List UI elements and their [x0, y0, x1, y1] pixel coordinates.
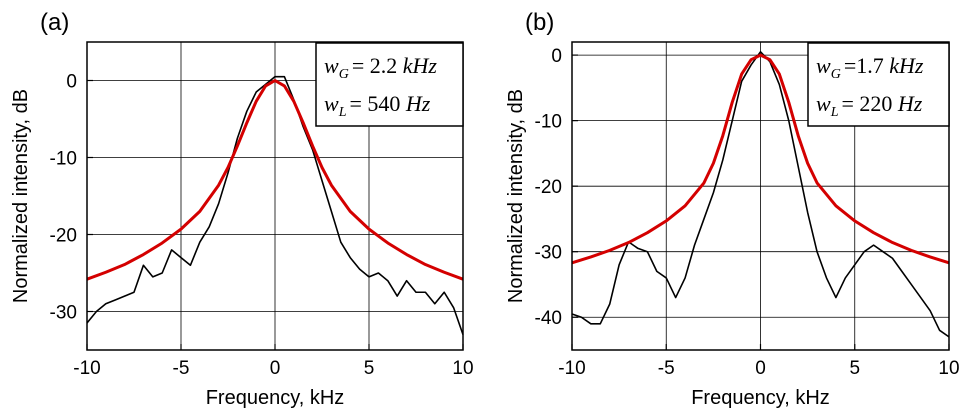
- x-tick-label: -5: [173, 358, 190, 379]
- x-tick-label: 0: [270, 358, 281, 379]
- wl-parameter: wL = 540 Hz: [324, 91, 431, 120]
- x-tick-label: 0: [755, 358, 766, 379]
- y-tick-label: -20: [50, 226, 77, 247]
- x-axis-title: Frequency, kHz: [691, 387, 830, 409]
- y-tick-label: -10: [535, 112, 562, 133]
- x-tick-label: -10: [73, 358, 100, 379]
- x-tick-label: -5: [658, 358, 675, 379]
- wl-parameter: wL = 220 Hz: [816, 91, 923, 120]
- panel-a: -10 -5 0 5 10 0 -10 -20 -30 Frequency, kHz Normali…: [10, 9, 474, 409]
- measured-spectrum-line: [86, 75, 464, 335]
- y-tick-label: 0: [551, 46, 562, 67]
- y-tick-label: -10: [50, 149, 77, 170]
- x-tick-label: 10: [452, 358, 473, 379]
- x-axis-title: Frequency, kHz: [206, 387, 345, 409]
- y-tick-label: -40: [535, 308, 562, 329]
- x-tick-label: 5: [364, 358, 375, 379]
- x-tick-label: 5: [849, 358, 860, 379]
- x-tick-label: 10: [938, 358, 959, 379]
- y-axis-title: Normalized intensity, dB: [10, 89, 32, 303]
- x-tick-label: -10: [558, 358, 585, 379]
- y-tick-label: 0: [66, 72, 77, 93]
- fit-parameter-box: [315, 42, 464, 127]
- panel-label: (b): [525, 9, 554, 36]
- y-tick-label: -30: [535, 243, 562, 264]
- fit-parameter-box: [807, 42, 950, 127]
- y-tick-label: -30: [50, 303, 77, 324]
- measured-spectrum-line: [571, 51, 950, 338]
- voigt-fit-line: [571, 53, 950, 265]
- wg-parameter: wG = 2.2 kHz: [324, 53, 437, 82]
- voigt-fit-line: [86, 79, 464, 281]
- panel-label: (a): [40, 9, 69, 36]
- y-axis-title: Normalized intensity, dB: [505, 89, 527, 303]
- wg-parameter: wG =1.7 kHz: [816, 53, 924, 82]
- y-tick-label: -20: [535, 177, 562, 198]
- panel-b: -10 -5 0 5 10 0 -10 -20 -30 -40 Frequency, kHz Norm…: [505, 9, 960, 409]
